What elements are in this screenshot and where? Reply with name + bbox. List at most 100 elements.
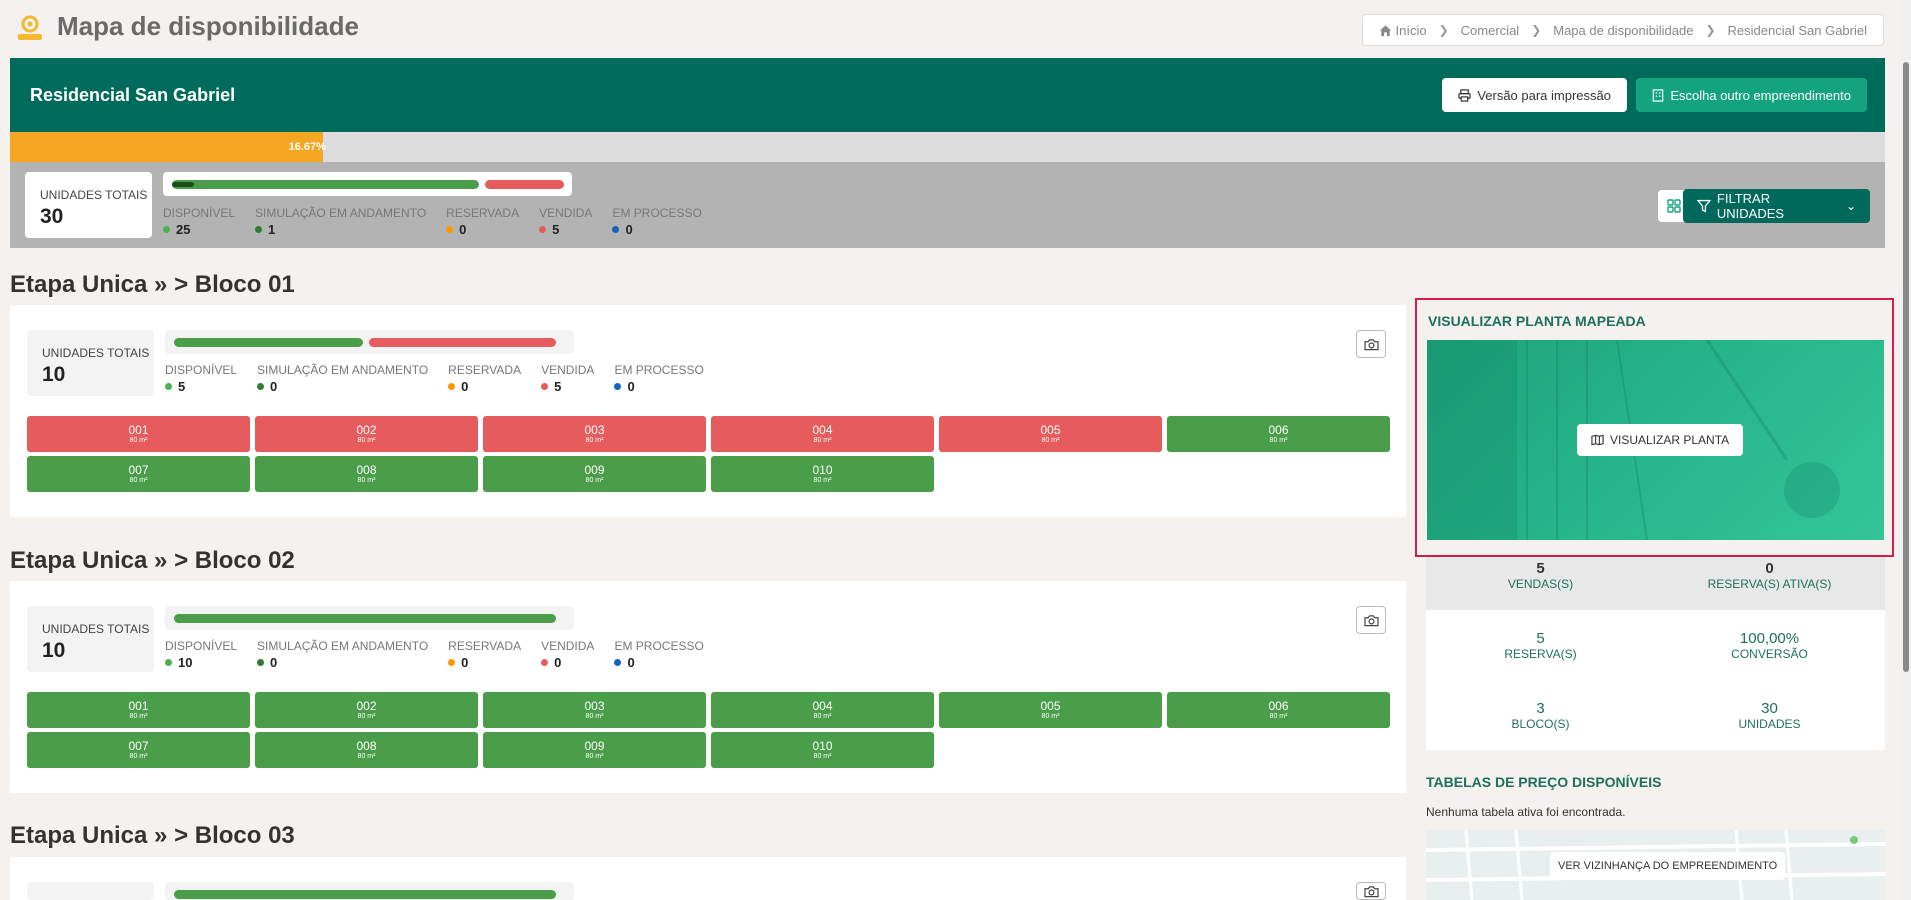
grid-icon <box>1667 199 1681 213</box>
print-button[interactable]: Versão para impressão <box>1442 78 1627 112</box>
unit-area: 80 m² <box>585 713 604 720</box>
unit-tile[interactable]: 005 80 m² <box>939 416 1162 452</box>
unit-tile[interactable]: 003 80 m² <box>483 416 706 452</box>
building-icon <box>1653 88 1664 102</box>
unit-tile[interactable]: 004 80 m² <box>711 416 934 452</box>
breadcrumb-home[interactable]: Início <box>1395 22 1427 38</box>
status-count: 0 <box>461 379 469 394</box>
view-plan-button[interactable]: VISUALIZAR PLANTA <box>1577 424 1744 456</box>
filter-icon <box>1697 199 1711 213</box>
stats-row: 5 VENDAS(S) 0 RESERVA(S) ATIVA(S) <box>1426 557 1885 610</box>
stat-label: VENDAS(S) <box>1507 577 1574 591</box>
status-label: VENDIDA <box>541 363 595 377</box>
unit-tile[interactable]: 008 80 m² <box>255 732 478 768</box>
scrollbar-thumb[interactable] <box>1903 62 1909 672</box>
status-legend: DISPONÍVEL 25 SIMULAÇÃO EM ANDAMENTO 1 R… <box>163 206 722 237</box>
unit-number: 008 <box>356 739 377 753</box>
status-label: RESERVADA <box>448 363 522 377</box>
status-label: VENDIDA <box>541 639 595 653</box>
unit-number: 009 <box>584 463 605 477</box>
stat-label: CONVERSÃO <box>1731 647 1808 661</box>
status-dot <box>614 383 622 390</box>
status-count: 5 <box>178 379 186 394</box>
unit-tile[interactable]: 002 80 m² <box>255 692 478 728</box>
status-label: VENDIDA <box>539 206 593 220</box>
stat-sales: 5 VENDAS(S) <box>1426 560 1655 591</box>
stat-label: RESERVA(S) ATIVA(S) <box>1707 577 1832 591</box>
unit-tile[interactable]: 010 80 m² <box>711 732 934 768</box>
unit-area: 80 m² <box>813 713 832 720</box>
unit-tile[interactable]: 009 80 m² <box>483 456 706 492</box>
status-count: 5 <box>554 379 562 394</box>
bar-available <box>174 890 556 899</box>
breadcrumb: Início ❯ Comercial ❯ Mapa de disponibili… <box>1361 14 1884 46</box>
unit-tile[interactable]: 009 80 m² <box>483 732 706 768</box>
stat-active-reservations: 0 RESERVA(S) ATIVA(S) <box>1655 560 1884 591</box>
filter-units-button[interactable]: FILTRAR UNIDADES ⌄ <box>1683 189 1870 223</box>
breadcrumb-mapa[interactable]: Mapa de disponibilidade <box>1553 22 1694 38</box>
unit-number: 007 <box>128 463 149 477</box>
unit-tile[interactable]: 007 80 m² <box>27 732 250 768</box>
map-icon <box>1591 434 1604 446</box>
unit-tile[interactable]: 010 80 m² <box>711 456 934 492</box>
unit-area: 80 m² <box>1041 713 1060 720</box>
unit-number: 003 <box>584 699 605 713</box>
printer-icon <box>1458 88 1471 102</box>
stat-label: BLOCO(S) <box>1511 717 1570 731</box>
choose-project-button[interactable]: Escolha outro empreendimento <box>1636 78 1867 112</box>
breadcrumb-comercial[interactable]: Comercial <box>1460 22 1520 38</box>
unit-area: 80 m² <box>357 713 376 720</box>
status-count: 0 <box>459 222 467 237</box>
project-banner: Residencial San Gabriel Versão para impr… <box>10 58 1885 132</box>
unit-tile[interactable]: 003 80 m² <box>483 692 706 728</box>
price-tables-empty: Nenhuma tabela ativa foi encontrada. <box>1426 805 1626 819</box>
unit-number: 009 <box>584 739 605 753</box>
camera-button[interactable] <box>1356 882 1386 900</box>
unit-area: 80 m² <box>1269 437 1288 444</box>
status-label: SIMULAÇÃO EM ANDAMENTO <box>257 363 429 377</box>
unit-number: 003 <box>584 423 605 437</box>
page-scrollbar[interactable] <box>1901 0 1911 900</box>
sales-stats: 5 VENDAS(S) 0 RESERVA(S) ATIVA(S) 5 RESE… <box>1426 557 1885 750</box>
top-bar: Mapa de disponibilidade Início ❯ Comerci… <box>0 0 1911 56</box>
total-units-label: UNIDADES TOTAIS <box>42 622 150 636</box>
unit-number: 007 <box>128 739 149 753</box>
block-card-02: UNIDADES TOTAIS 10 DISPONÍVEL 10 SIMULAÇÃ… <box>10 581 1406 793</box>
chevron-right-icon: ❯ <box>1705 23 1716 37</box>
neighborhood-button[interactable]: VER VIZINHANÇA DO EMPREENDIMENTO <box>1550 852 1786 880</box>
unit-tile[interactable]: 001 80 m² <box>27 692 250 728</box>
unit-area: 80 m² <box>129 477 148 484</box>
camera-button[interactable] <box>1356 330 1386 358</box>
neighborhood-map: VER VIZINHANÇA DO EMPREENDIMENTO <box>1426 830 1885 900</box>
unit-number: 001 <box>128 699 149 713</box>
tools-icon <box>18 15 42 40</box>
unit-tile[interactable]: 005 80 m² <box>939 692 1162 728</box>
unit-area: 80 m² <box>1041 437 1060 444</box>
bar-simulation <box>172 182 194 187</box>
camera-icon <box>1363 614 1379 626</box>
total-units-box: UNIDADES TOTAIS 30 <box>25 172 152 238</box>
unit-area: 80 m² <box>129 713 148 720</box>
status-dot <box>165 383 172 390</box>
unit-tile[interactable]: 004 80 m² <box>711 692 934 728</box>
unit-tile[interactable]: 007 80 m² <box>27 456 250 492</box>
status-count: 0 <box>627 655 635 670</box>
status-dot <box>541 659 549 666</box>
unit-tile[interactable]: 006 80 m² <box>1167 416 1390 452</box>
view-plan-label: VISUALIZAR PLANTA <box>1610 433 1730 447</box>
unit-tile[interactable]: 006 80 m² <box>1167 692 1390 728</box>
unit-number: 002 <box>356 699 377 713</box>
camera-button[interactable] <box>1356 606 1386 634</box>
unit-tile[interactable]: 001 80 m² <box>27 416 250 452</box>
status-count: 0 <box>625 222 633 237</box>
status-legend: DISPONÍVEL 5 SIMULAÇÃO EM ANDAMENTO 0 RESE… <box>165 363 724 394</box>
status-distribution-bar <box>163 172 572 196</box>
summary-bar: UNIDADES TOTAIS 30 DISPONÍVEL 25 SIMULAÇ… <box>10 162 1885 248</box>
unit-tile[interactable]: 008 80 m² <box>255 456 478 492</box>
status-label: RESERVADA <box>448 639 522 653</box>
status-count: 0 <box>554 655 562 670</box>
status-dot <box>255 226 263 233</box>
unit-tile[interactable]: 002 80 m² <box>255 416 478 452</box>
page-title: Mapa de disponibilidade <box>57 11 359 41</box>
filter-units-label: FILTRAR UNIDADES <box>1716 191 1785 221</box>
